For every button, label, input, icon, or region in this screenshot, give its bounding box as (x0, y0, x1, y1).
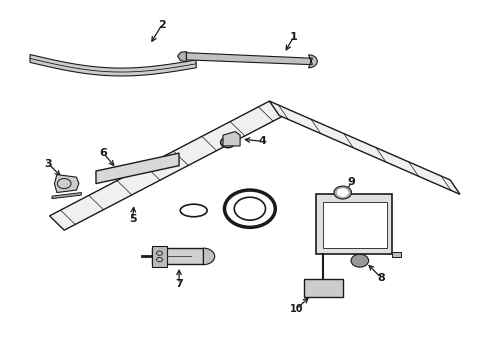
Text: 4: 4 (258, 136, 266, 146)
Polygon shape (186, 53, 318, 68)
Polygon shape (316, 194, 392, 253)
Polygon shape (54, 175, 79, 193)
Polygon shape (152, 248, 203, 264)
Polygon shape (270, 101, 460, 194)
Polygon shape (52, 193, 81, 199)
Polygon shape (30, 54, 196, 76)
Circle shape (337, 188, 348, 197)
Text: 2: 2 (158, 20, 166, 30)
Text: 7: 7 (175, 279, 183, 289)
Polygon shape (96, 153, 179, 184)
Polygon shape (392, 252, 401, 257)
Text: 8: 8 (377, 273, 385, 283)
Text: 6: 6 (99, 148, 107, 158)
Polygon shape (152, 246, 167, 267)
Circle shape (334, 186, 351, 199)
Polygon shape (223, 132, 240, 146)
Polygon shape (203, 248, 215, 265)
Text: 10: 10 (290, 304, 303, 314)
Polygon shape (304, 279, 343, 297)
Text: 3: 3 (45, 159, 52, 169)
Circle shape (351, 254, 368, 267)
Text: 1: 1 (290, 32, 298, 41)
Text: 5: 5 (129, 215, 136, 224)
Text: 9: 9 (347, 177, 355, 187)
Polygon shape (323, 202, 387, 248)
Polygon shape (177, 51, 186, 62)
Polygon shape (49, 101, 284, 230)
Circle shape (220, 137, 235, 148)
